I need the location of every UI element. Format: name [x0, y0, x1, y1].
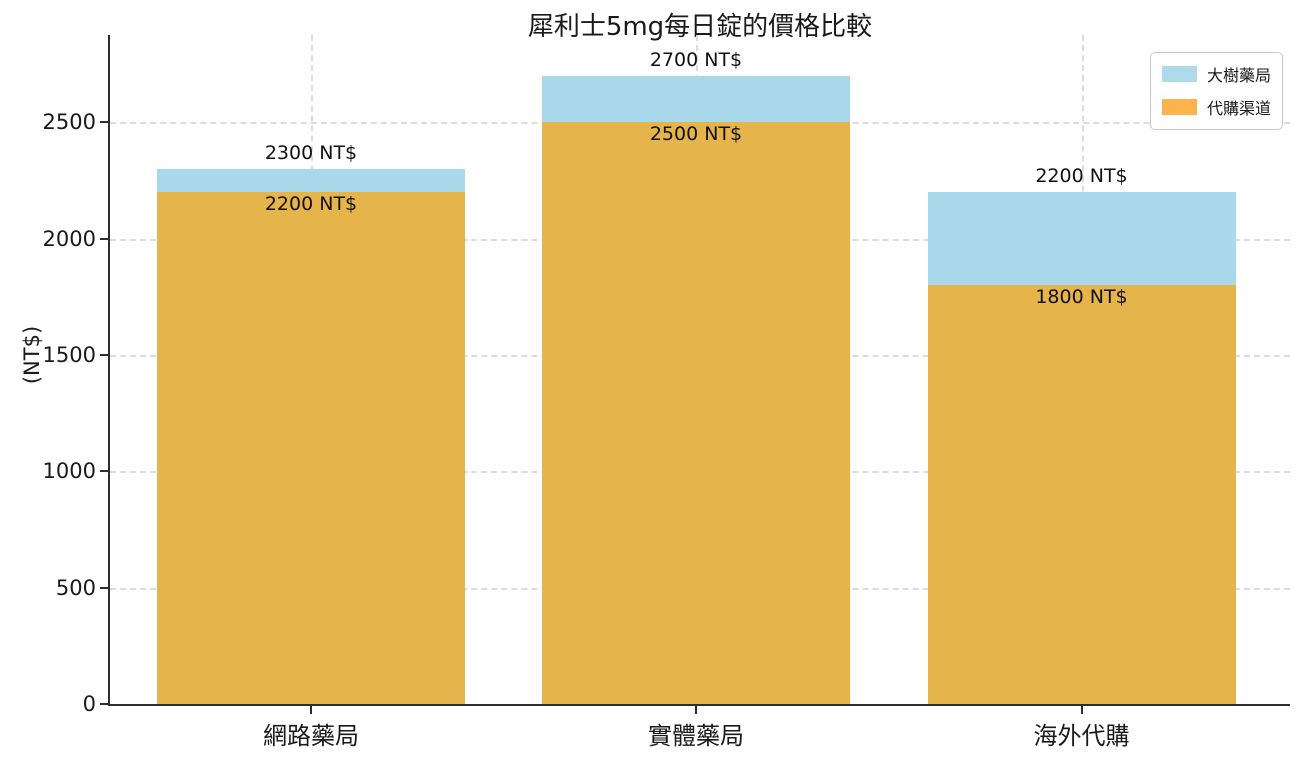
legend-swatch	[1161, 99, 1197, 115]
y-tick-mark	[100, 353, 108, 356]
bar-value-label: 2500 NT$	[649, 123, 743, 146]
legend-item: 大樹藥局	[1161, 62, 1271, 86]
legend-label: 代購渠道	[1206, 99, 1271, 118]
x-tick-label: 實體藥局	[648, 722, 744, 750]
y-tick-label: 500	[55, 575, 96, 600]
x-tick-mark	[695, 706, 697, 714]
y-tick-label: 1000	[42, 459, 96, 484]
x-tick-label: 海外代購	[1033, 722, 1130, 750]
bar-value-label: 2300 NT$	[264, 141, 358, 164]
y-tick-mark	[100, 586, 108, 589]
y-tick-label: 0	[82, 692, 96, 716]
y-axis-label: (NT$)	[20, 325, 44, 385]
y-tick-label: 2000	[42, 226, 96, 251]
y-tick-mark	[100, 703, 108, 705]
y-tick-mark	[100, 121, 108, 124]
bar-代購渠道	[927, 285, 1236, 704]
chart-title: 犀利士5mg每日錠的價格比較	[527, 12, 873, 42]
legend-label: 大樹藥局	[1206, 66, 1271, 85]
x-tick-mark	[310, 706, 312, 714]
legend: 大樹藥局 代購渠道	[1149, 52, 1283, 130]
bar-代購渠道	[157, 192, 465, 704]
bar-value-label: 2200 NT$	[1035, 165, 1128, 188]
y-axis-spine	[108, 35, 110, 706]
y-tick-label: 1500	[42, 342, 96, 367]
bar-value-label: 2200 NT$	[264, 193, 358, 216]
y-tick-mark	[100, 237, 108, 240]
bar-代購渠道	[542, 122, 850, 704]
bar-value-label: 1800 NT$	[1035, 286, 1128, 309]
legend-item: 代購渠道	[1161, 95, 1271, 119]
x-tick-mark	[1080, 706, 1083, 714]
x-tick-label: 網路藥局	[263, 722, 359, 750]
plot-area: 2300 NT$ 2200 NT$ 2700 NT$ 2500 NT$ 2200 NT$…	[43, 35, 1290, 750]
y-tick-mark	[100, 470, 108, 473]
y-tick-label: 2500	[42, 110, 96, 135]
bar-value-label: 2700 NT$	[649, 48, 743, 71]
x-axis-spine	[108, 704, 1290, 706]
legend-swatch	[1161, 66, 1197, 82]
